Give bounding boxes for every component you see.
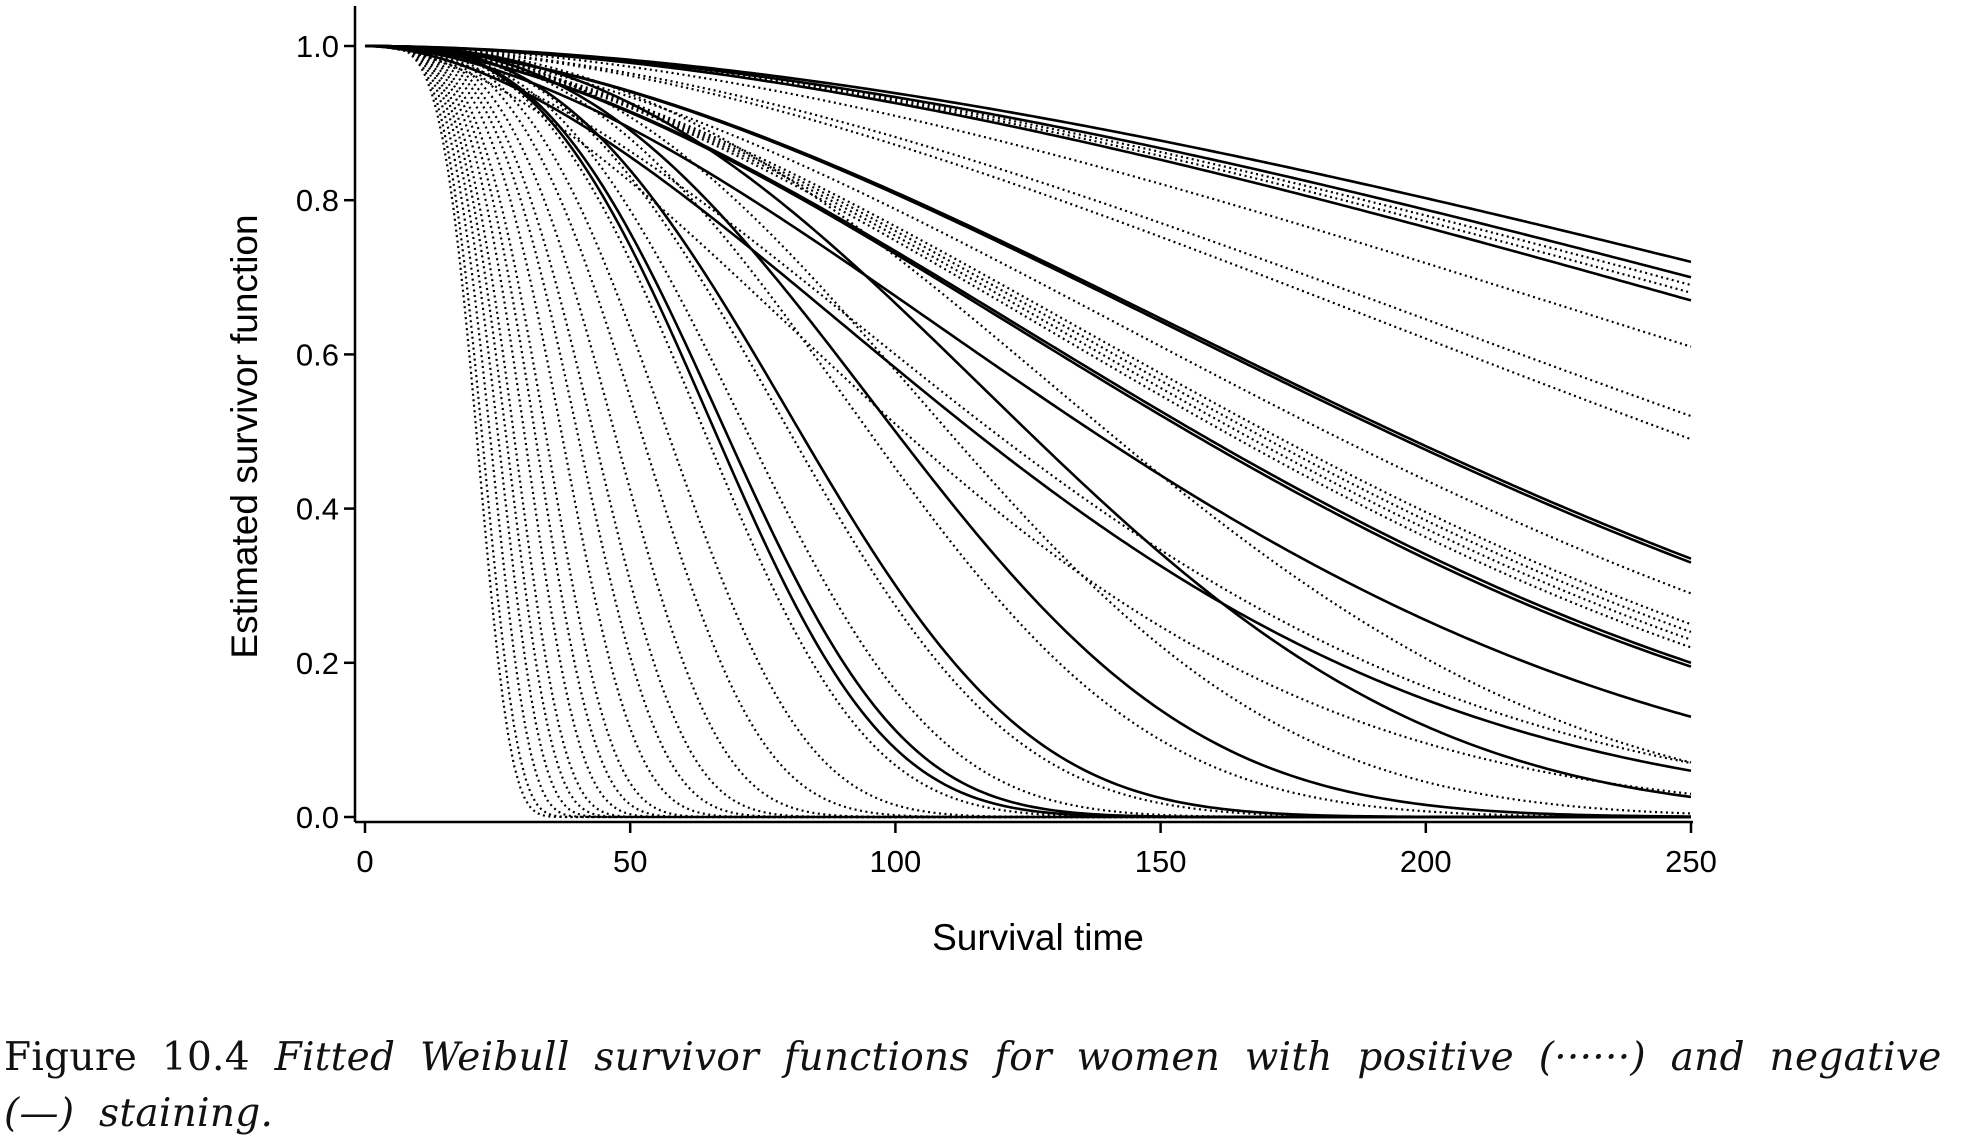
series-line-positive-32	[365, 44, 1691, 819]
y-tick-label: 0.0	[296, 800, 339, 835]
x-tick-label: 0	[356, 844, 373, 879]
series-line-negative-35	[364, 44, 1692, 302]
series-line-positive-16	[365, 44, 1691, 819]
series-line-negative-34	[364, 44, 1692, 279]
series-line-negative-33	[364, 44, 1692, 264]
chart: 0.0 0.2 0.4 0.6 0.8 1.0 0 50 100 150 200 250 Survi…	[224, 6, 1717, 958]
series-line-positive-11	[364, 44, 1692, 795]
x-axis-title: Survival time	[932, 917, 1144, 958]
x-tick-label: 150	[1135, 844, 1187, 879]
series-line-positive-12	[364, 44, 1692, 764]
series-line-positive-8	[364, 44, 1692, 641]
series-line-positive-5	[364, 44, 1692, 595]
x-tick-label: 250	[1665, 844, 1717, 879]
series-line-negative-37	[364, 44, 1692, 564]
series-line-negative-42	[364, 44, 1692, 799]
y-axis-title: Estimated survivor function	[224, 214, 265, 658]
series-curves	[364, 44, 1692, 819]
series-line-negative-39	[364, 44, 1692, 668]
series-line-positive-13	[365, 44, 1692, 815]
y-tick-label: 0.8	[296, 183, 339, 218]
series-line-positive-26	[365, 44, 1691, 819]
series-line-positive-10	[364, 44, 1692, 765]
x-tick-label: 100	[870, 844, 922, 879]
series-line-positive-6	[364, 44, 1692, 626]
series-line-positive-30	[365, 44, 1691, 819]
series-line-positive-2	[364, 44, 1692, 348]
series-line-positive-3	[364, 44, 1692, 418]
series-line-negative-43	[365, 44, 1692, 818]
y-tick-label: 0.4	[296, 492, 339, 527]
series-line-negative-40	[364, 44, 1692, 719]
caption-text: Fitted Weibull survivor functions for wo…	[4, 1035, 1942, 1136]
x-tick-label: 50	[613, 844, 647, 879]
figure-caption: Figure 10.4 Fitted Weibull survivor func…	[4, 1030, 1979, 1142]
x-axis-ticks: 0 50 100 150 200 250	[356, 822, 1717, 879]
caption-label: Figure 10.4	[4, 1035, 250, 1080]
series-line-positive-7	[364, 44, 1692, 633]
series-line-negative-46	[365, 44, 1691, 819]
y-axis-ticks: 0.0 0.2 0.4 0.6 0.8 1.0	[296, 29, 355, 835]
y-tick-label: 1.0	[296, 29, 339, 64]
x-tick-label: 200	[1400, 844, 1452, 879]
y-tick-label: 0.2	[296, 646, 339, 681]
series-line-negative-41	[364, 44, 1692, 773]
y-tick-label: 0.6	[296, 337, 339, 372]
series-line-positive-9	[364, 44, 1692, 649]
